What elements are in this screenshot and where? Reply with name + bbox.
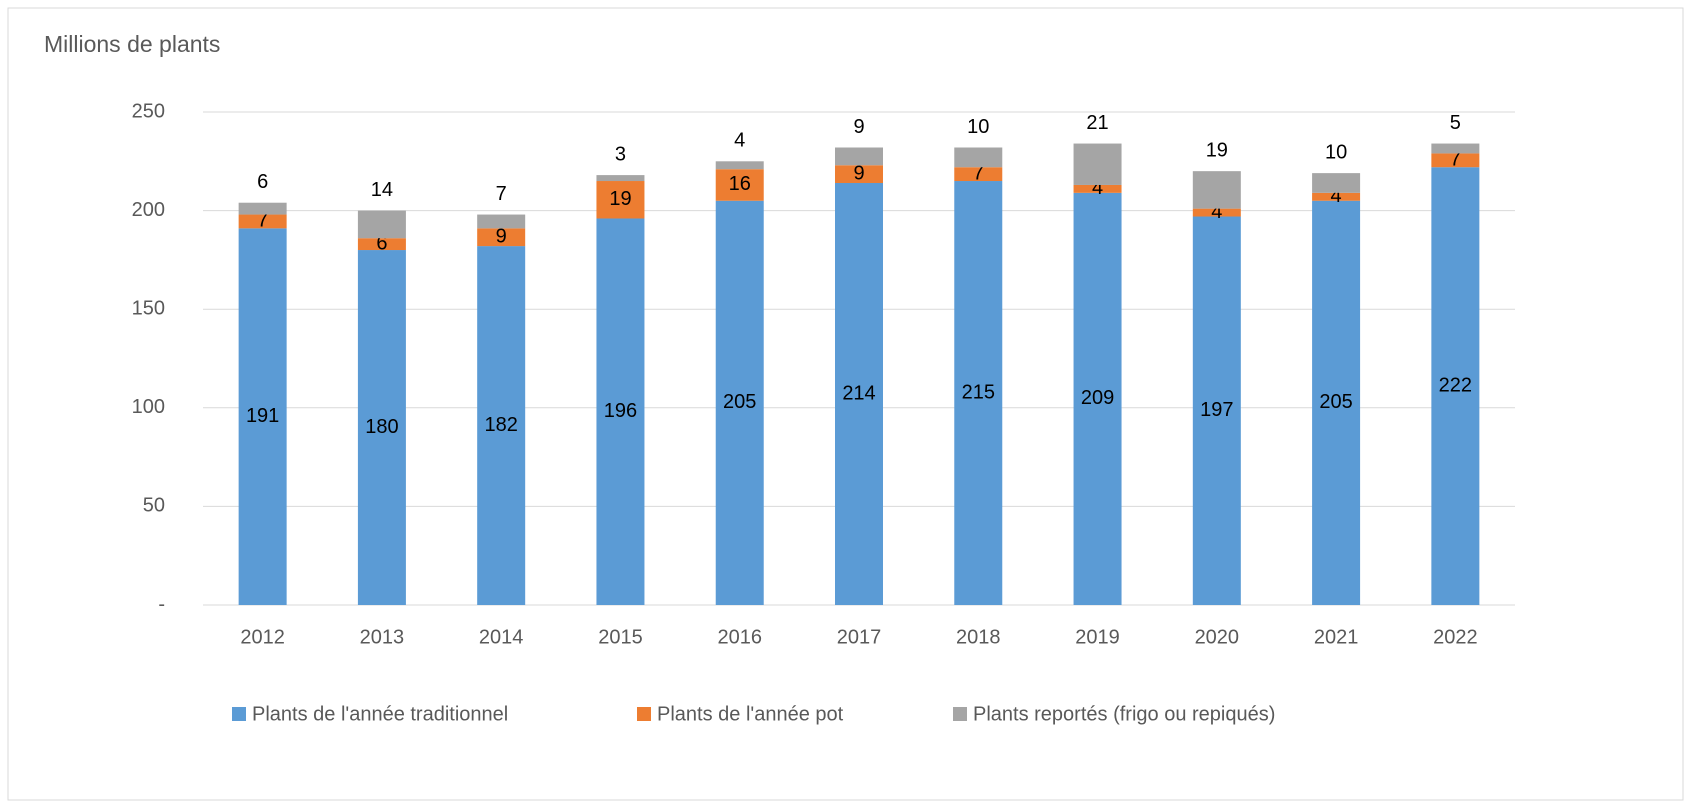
data-label: 7 [257,210,268,232]
data-label: 215 [962,381,995,403]
bar-segment [238,214,287,229]
data-label: 9 [496,226,507,248]
data-label: 209 [1081,387,1114,409]
bar-segment [477,214,526,229]
legend-swatch [637,707,651,721]
bar-segment [596,218,645,605]
bar-segment [238,202,287,215]
bar-segment [835,147,883,166]
legend-label: Plants de l'année traditionnel [252,703,508,725]
legend-swatch [232,707,246,721]
x-tick-label: 2012 [240,626,285,648]
bar-segment [596,175,645,182]
data-label: 4 [1331,185,1342,207]
x-tick-label: 2017 [837,626,882,648]
data-label: 10 [967,116,989,138]
bar-segment [357,238,406,251]
bar-segment [477,228,526,247]
data-label: 205 [723,391,756,413]
bar-segment [715,169,764,201]
y-tick-label: 150 [132,297,165,319]
data-label: 205 [1319,391,1352,413]
y-tick-label: 100 [132,396,165,418]
legend-swatch [953,707,967,721]
bar-segment [1312,192,1361,201]
data-label: 214 [842,382,875,404]
data-label: 196 [604,400,637,422]
legend-label: Plants reportés (frigo ou repiqués) [973,703,1275,725]
data-label: 6 [257,171,268,193]
data-label: 7 [1450,149,1461,171]
bar-segment [357,250,406,606]
bar-segment [715,200,764,606]
y-tick-label: 50 [143,495,165,517]
bar-segment [1431,167,1480,605]
bar-segment [477,246,526,605]
legend-label: Plants de l'année pot [657,703,844,725]
data-label: 7 [973,162,984,184]
data-label: 4 [734,130,745,152]
data-label: 182 [484,414,517,436]
x-tick-label: 2016 [717,626,762,648]
data-label: 9 [853,162,864,184]
bar-segment [238,228,287,605]
data-label: 3 [615,143,626,165]
bar-segment [1312,200,1361,606]
bar-segment [1073,143,1122,185]
x-tick-label: 2020 [1195,626,1240,648]
y-tick-label: 200 [132,199,165,221]
data-label: 5 [1450,112,1461,134]
data-label: 19 [609,188,631,210]
bar-segment [357,210,406,239]
data-label: 10 [1325,141,1347,163]
bar-segment [1073,192,1122,606]
data-label: 180 [365,416,398,438]
bar-segment [1312,173,1361,193]
chart-title: Millions de plants [44,31,220,57]
x-tick-label: 2015 [598,626,643,648]
data-label: 16 [729,173,751,195]
bar-segment [835,182,883,605]
x-tick-label: 2021 [1314,626,1359,648]
bar-segment [954,147,1003,168]
bar-segment [954,181,1003,605]
bar-segment [1431,143,1480,154]
data-label: 4 [1092,177,1103,199]
bar-segment [715,161,764,170]
x-tick-label: 2018 [956,626,1001,648]
data-label: 19 [1206,139,1228,161]
data-label: 14 [371,179,393,201]
data-label: 21 [1086,112,1108,134]
bar-segment [1192,208,1241,217]
y-tick-label: 250 [132,100,165,122]
x-tick-label: 2022 [1433,626,1478,648]
data-label: 222 [1439,374,1472,396]
bar-segment [835,165,883,183]
bar-segment [954,167,1003,182]
data-label: 6 [376,232,387,254]
data-label: 9 [853,116,864,138]
data-label: 197 [1200,399,1233,421]
data-label: 4 [1211,201,1222,223]
data-label: 7 [496,183,507,205]
x-tick-label: 2013 [360,626,405,648]
x-tick-label: 2019 [1075,626,1120,648]
bar-segment [1431,153,1480,168]
x-tick-label: 2014 [479,626,524,648]
bar-segment [1192,171,1241,209]
bar-segment [1073,184,1122,193]
bar-segment [1192,216,1241,606]
y-tick-label: - [158,593,165,615]
data-label: 191 [246,405,279,427]
bar-segment [596,181,645,219]
